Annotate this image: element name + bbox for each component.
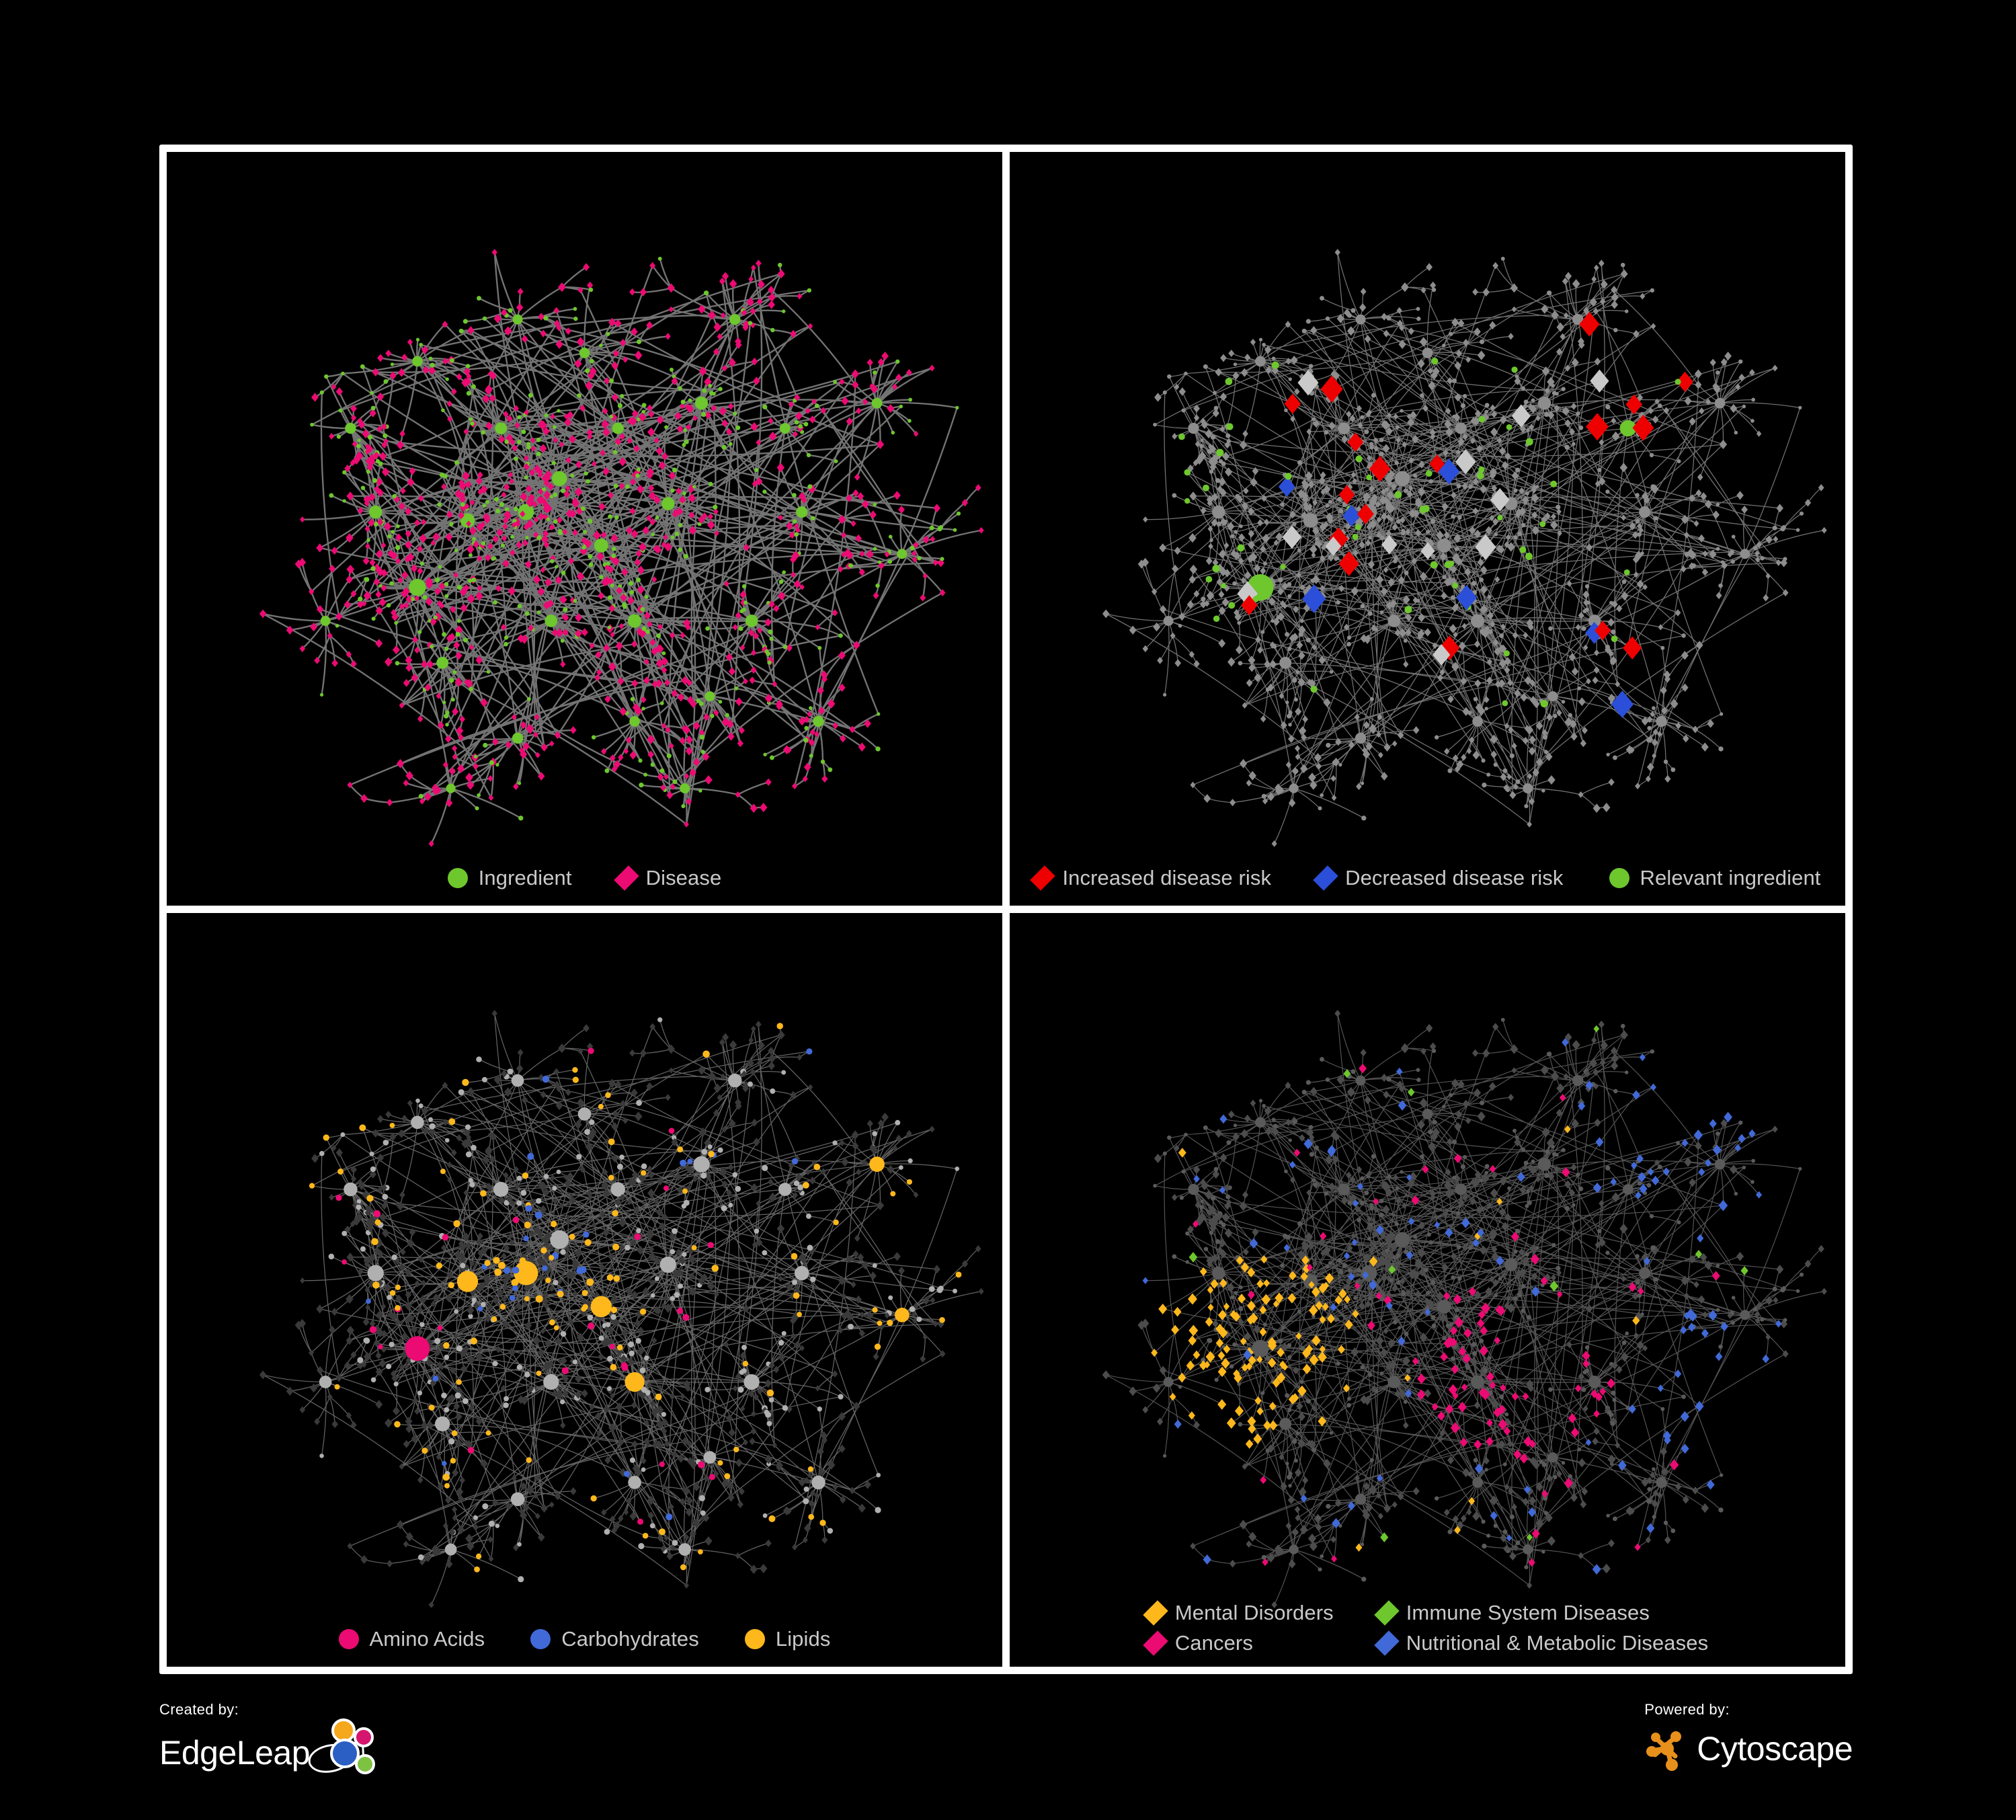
legend-item-immune-system-diseases[interactable]: Immune System Diseases xyxy=(1373,1599,1708,1626)
figure-footer: Created by: EdgeLeap xyxy=(159,1701,1853,1802)
legend-label-relevant-ingredient: Relevant ingredient xyxy=(1640,866,1821,889)
mental-disorders-diamond-icon xyxy=(1143,1599,1168,1626)
legend-item-lipids[interactable]: Lipids xyxy=(744,1627,831,1651)
legend-label-disease: Disease xyxy=(645,866,722,889)
carbohydrates-circle-icon xyxy=(530,1628,551,1649)
network-canvas-disease-risk xyxy=(1102,249,1827,847)
cancers-diamond-icon xyxy=(1143,1630,1168,1656)
legend-item-amino-acids[interactable]: Amino Acids xyxy=(338,1627,485,1651)
lipids-circle-icon xyxy=(744,1628,765,1649)
decreased-risk-diamond-icon xyxy=(1313,865,1338,891)
legend-item-relevant-ingredient[interactable]: Relevant ingredient xyxy=(1609,867,1821,888)
panel-disease-class[interactable]: Mental Disorders Immune System Diseases … xyxy=(1010,913,1845,1667)
network-nodes-dim xyxy=(1102,249,1827,847)
legend-disease-risk: Increased disease risk Decreased disease… xyxy=(1010,865,1845,891)
cytoscape-logo-icon xyxy=(1644,1728,1691,1776)
network-nodes-highlighted xyxy=(309,1023,962,1573)
legend-label-cancers: Cancers xyxy=(1174,1631,1253,1655)
network-canvas-disease-class xyxy=(1102,1009,1827,1609)
legend-item-ingredient[interactable]: Ingredient xyxy=(447,866,572,889)
legend-item-carbohydrates[interactable]: Carbohydrates xyxy=(530,1628,699,1649)
increased-risk-diamond-icon xyxy=(1030,865,1056,891)
network-canvas-ingredient-class xyxy=(259,1010,984,1608)
legend-label-increased-risk: Increased disease risk xyxy=(1062,866,1272,889)
legend-ingredient-disease: Ingredient Disease xyxy=(167,865,1002,891)
powered-by-kicker: Powered by: xyxy=(1644,1701,1730,1718)
legend-item-decreased-risk[interactable]: Decreased disease risk xyxy=(1313,865,1564,891)
panel-disease-risk[interactable]: Increased disease risk Decreased disease… xyxy=(1010,152,1845,906)
legend-label-carbohydrates: Carbohydrates xyxy=(561,1627,699,1651)
amino-acids-circle-icon xyxy=(338,1628,359,1649)
relevant-ingredient-circle-icon xyxy=(1609,867,1629,888)
legend-item-metabolic-diseases[interactable]: Nutritional & Metabolic Diseases xyxy=(1373,1630,1709,1656)
legend-label-immune-system-diseases: Immune System Diseases xyxy=(1406,1601,1650,1624)
legend-label-decreased-risk: Decreased disease risk xyxy=(1345,866,1564,889)
edgeleap-wordmark: EdgeLeap xyxy=(159,1733,311,1772)
network-nodes-highlighted xyxy=(1142,1025,1782,1575)
legend-item-mental-disorders[interactable]: Mental Disorders xyxy=(1143,1599,1334,1626)
metabolic-diseases-diamond-icon xyxy=(1373,1630,1400,1656)
network-nodes-dim xyxy=(1102,1009,1827,1609)
legend-disease-class: Mental Disorders Immune System Diseases … xyxy=(1010,1599,1845,1656)
legend-label-ingredient: Ingredient xyxy=(478,866,572,889)
legend-label-amino-acids: Amino Acids xyxy=(369,1627,485,1651)
immune-system-diseases-diamond-icon xyxy=(1373,1599,1400,1626)
legend-ingredient-class: Amino Acids Carbohydrates Lipids xyxy=(167,1628,1002,1649)
legend-item-disease[interactable]: Disease xyxy=(613,865,722,891)
panel-ingredient-disease[interactable]: Ingredient Disease xyxy=(167,152,1002,906)
network-canvas-ingredient-disease xyxy=(259,249,984,847)
powered-by-cytoscape[interactable]: Powered by: xyxy=(1644,1701,1853,1776)
created-by-edgeleap[interactable]: Created by: EdgeLeap xyxy=(159,1701,378,1784)
legend-label-lipids: Lipids xyxy=(775,1627,831,1651)
legend-item-increased-risk[interactable]: Increased disease risk xyxy=(1030,865,1272,891)
legend-label-metabolic-diseases: Nutritional & Metabolic Diseases xyxy=(1406,1631,1709,1655)
legend-item-cancers[interactable]: Cancers xyxy=(1143,1630,1334,1656)
edgeleap-logo-icon xyxy=(306,1716,378,1784)
cytoscape-wordmark: Cytoscape xyxy=(1697,1729,1853,1768)
created-by-kicker: Created by: xyxy=(159,1701,239,1718)
legend-label-mental-disorders: Mental Disorders xyxy=(1174,1601,1334,1624)
figure-grid: Ingredient Disease Increased disease ris… xyxy=(159,145,1853,1674)
panel-ingredient-class[interactable]: Amino Acids Carbohydrates Lipids xyxy=(167,913,1002,1667)
disease-diamond-icon xyxy=(613,865,639,891)
ingredient-circle-icon xyxy=(447,867,468,888)
